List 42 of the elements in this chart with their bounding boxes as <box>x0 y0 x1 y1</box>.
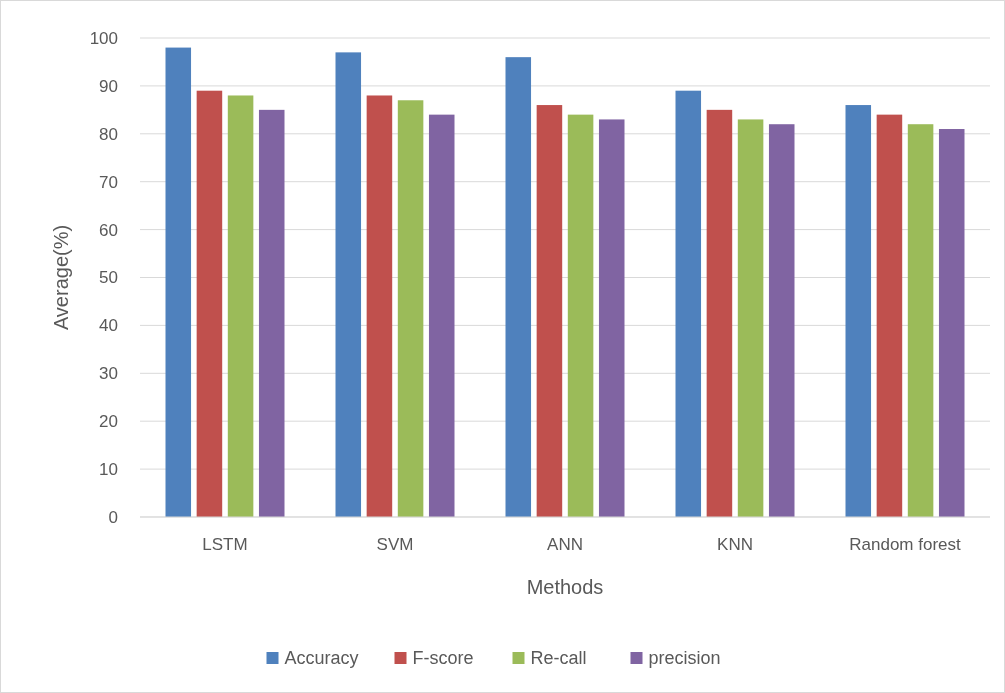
bar <box>845 105 872 517</box>
y-tick-label: 0 <box>108 507 118 527</box>
x-tick-label: LSTM <box>202 535 248 554</box>
bar <box>196 90 223 517</box>
bar <box>536 105 563 517</box>
x-tick-label: KNN <box>717 535 753 554</box>
x-tick-label: ANN <box>547 535 583 554</box>
bar <box>165 47 192 517</box>
bar <box>598 119 625 517</box>
bar <box>567 114 594 517</box>
legend-label: F-score <box>412 648 474 669</box>
x-axis-title: Methods <box>526 576 604 598</box>
y-tick-label: 50 <box>99 268 118 288</box>
legend-label: precision <box>648 648 721 669</box>
y-tick-label: 20 <box>99 412 118 432</box>
legend-label: Re-call <box>530 648 587 669</box>
bar <box>335 52 362 517</box>
bar <box>505 57 532 517</box>
x-tick-label: Random forest <box>849 535 962 554</box>
bar <box>397 100 424 517</box>
y-tick-label: 30 <box>99 364 118 384</box>
x-tick-label: SVM <box>376 535 414 554</box>
bar <box>675 90 702 517</box>
y-tick-label: 80 <box>99 124 118 144</box>
legend-label: Accuracy <box>284 648 359 669</box>
bar <box>737 119 764 517</box>
bar <box>938 129 965 517</box>
bar <box>907 124 934 517</box>
y-axis-title: Average(%) <box>50 224 72 331</box>
y-tick-label: 70 <box>99 172 118 192</box>
bar <box>876 114 903 517</box>
bar <box>366 95 393 517</box>
y-tick-label: 10 <box>99 460 118 480</box>
y-tick-label: 60 <box>99 220 118 240</box>
y-tick-label: 100 <box>89 28 118 48</box>
bar <box>227 95 254 517</box>
bar <box>706 109 733 517</box>
bar <box>768 124 795 517</box>
bar <box>428 114 455 517</box>
y-tick-label: 40 <box>99 316 118 336</box>
y-tick-label: 90 <box>99 76 118 96</box>
bar <box>258 109 285 517</box>
